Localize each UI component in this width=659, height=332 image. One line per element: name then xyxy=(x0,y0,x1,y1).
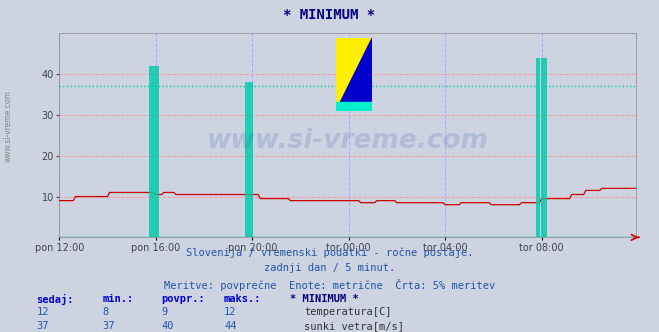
Text: 12: 12 xyxy=(224,307,237,317)
Text: * MINIMUM *: * MINIMUM * xyxy=(290,294,358,304)
Text: 40: 40 xyxy=(161,321,174,331)
Text: www.si-vreme.com: www.si-vreme.com xyxy=(3,90,13,162)
Text: min.:: min.: xyxy=(102,294,133,304)
Text: temperatura[C]: temperatura[C] xyxy=(304,307,392,317)
Text: 37: 37 xyxy=(36,321,49,331)
Text: 12: 12 xyxy=(36,307,49,317)
Text: sedaj:: sedaj: xyxy=(36,294,74,305)
Text: 8: 8 xyxy=(102,307,108,317)
Text: Slovenija / vremenski podatki - ročne postaje.: Slovenija / vremenski podatki - ročne po… xyxy=(186,247,473,258)
Text: maks.:: maks.: xyxy=(224,294,262,304)
Text: zadnji dan / 5 minut.: zadnji dan / 5 minut. xyxy=(264,263,395,273)
Text: * MINIMUM *: * MINIMUM * xyxy=(283,8,376,22)
Text: 9: 9 xyxy=(161,307,167,317)
Polygon shape xyxy=(336,38,372,111)
Text: povpr.:: povpr.: xyxy=(161,294,205,304)
Polygon shape xyxy=(336,38,372,111)
Text: 37: 37 xyxy=(102,321,115,331)
Polygon shape xyxy=(336,102,372,111)
Text: sunki vetra[m/s]: sunki vetra[m/s] xyxy=(304,321,405,331)
Text: 44: 44 xyxy=(224,321,237,331)
Text: Meritve: povprečne  Enote: metrične  Črta: 5% meritev: Meritve: povprečne Enote: metrične Črta:… xyxy=(164,279,495,291)
Text: www.si-vreme.com: www.si-vreme.com xyxy=(207,128,488,154)
